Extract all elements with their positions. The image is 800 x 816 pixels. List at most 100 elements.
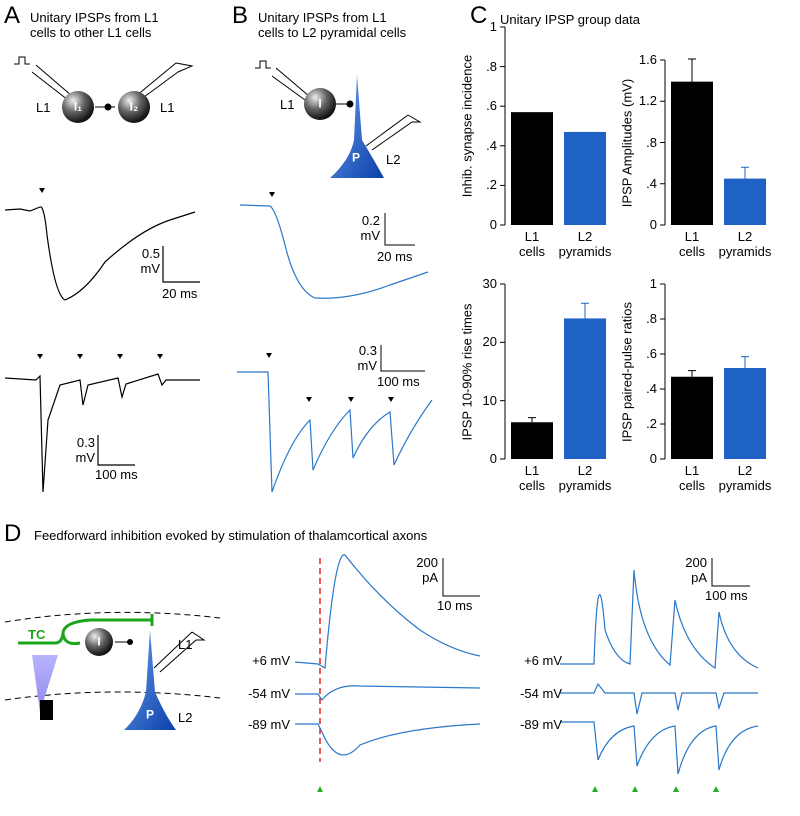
neuron xyxy=(62,91,94,123)
y-tick-label: 0 xyxy=(649,217,657,232)
traces-b xyxy=(237,204,433,493)
scale-label: 20 ms xyxy=(377,249,413,264)
bar xyxy=(671,81,713,225)
scale-label: 200 pA xyxy=(416,555,438,585)
scale-bars xyxy=(380,213,425,372)
y-tick-label: 20 xyxy=(482,334,497,350)
y-tick-label: .4 xyxy=(646,381,657,396)
error-bar xyxy=(741,356,749,368)
y-tick-label: .8 xyxy=(646,134,657,150)
y-tick-label: 0 xyxy=(489,217,497,232)
x-tick-label: L2 pyramids xyxy=(558,463,612,493)
bar xyxy=(724,178,766,225)
y-tick-label: .4 xyxy=(486,137,497,153)
holding-label: +6 mV xyxy=(252,653,290,668)
cell-label: L1 xyxy=(36,100,51,115)
scale-label: 20 ms xyxy=(162,286,198,301)
x-tick-label: L1 cells xyxy=(678,229,706,259)
y-tick-label: 0 xyxy=(649,451,657,466)
x-tick-label: L1 cells xyxy=(518,463,546,493)
error-bar xyxy=(741,166,749,179)
y-axis-label: Inhib. synapse incidence xyxy=(459,54,475,198)
scale-label: 100 ms xyxy=(95,467,138,482)
schematic-a xyxy=(14,56,194,111)
cell-label: P xyxy=(351,150,361,165)
cell-label: I₁ xyxy=(73,99,83,114)
panel-title: Unitary IPSP group data xyxy=(500,12,640,27)
bar xyxy=(564,131,606,225)
scale-label: 10 ms xyxy=(437,598,473,613)
y-tick-label: 0 xyxy=(489,451,497,466)
bar xyxy=(511,422,553,459)
bar xyxy=(511,112,553,225)
x-tick-label: L2 pyramids xyxy=(718,463,772,493)
traces-a xyxy=(4,206,200,493)
scale-label: 0.3 mV xyxy=(357,343,378,373)
error-bar xyxy=(528,417,536,423)
cell-label: I xyxy=(97,634,101,649)
x-tick-label: L1 cells xyxy=(678,463,706,493)
scale-bars xyxy=(442,558,750,597)
cell-label: L2 xyxy=(386,152,401,167)
x-tick-label: L2 pyramids xyxy=(558,229,612,259)
panel-title: Unitary IPSPs from L1 cells to L2 pyrami… xyxy=(258,10,407,40)
y-tick-label: 30 xyxy=(482,276,497,291)
scale-label: 100 ms xyxy=(377,374,420,389)
cell-label: P xyxy=(145,707,155,722)
neuron xyxy=(85,628,113,656)
stim-arrows xyxy=(37,188,394,402)
panel-title: Feedforward inhibition evoked by stimula… xyxy=(34,528,428,543)
traces-d xyxy=(294,554,759,775)
y-axis-label: IPSP Amplitudes (mV) xyxy=(619,78,635,207)
bar xyxy=(564,318,606,459)
pyramid xyxy=(124,630,176,730)
holding-label: +6 mV xyxy=(524,653,562,668)
y-tick-label: 1 xyxy=(489,19,497,34)
stim-markers xyxy=(317,786,719,792)
panel-letter: D xyxy=(4,520,22,547)
y-tick-label: .4 xyxy=(646,175,657,191)
cell-label: L2 xyxy=(178,710,193,725)
y-tick-label: .8 xyxy=(646,311,657,326)
y-tick-label: .6 xyxy=(646,346,657,361)
scale-label: 200 pA xyxy=(685,555,707,585)
y-tick-label: .6 xyxy=(486,98,497,114)
y-tick-label: .8 xyxy=(486,58,497,74)
cell-label: I₂ xyxy=(129,99,139,114)
bar xyxy=(671,376,713,459)
neuron xyxy=(118,91,150,123)
y-axis-label: IPSP paired-pulse ratios xyxy=(619,301,635,442)
error-bar xyxy=(581,302,589,319)
panel-letter: A xyxy=(4,2,21,29)
scale-label: 0.5 mV xyxy=(140,246,161,276)
cell-label: I xyxy=(318,96,322,111)
error-bar xyxy=(688,58,696,82)
schematic-d xyxy=(4,611,221,720)
cell-label: TC xyxy=(28,627,46,642)
y-tick-label: 1.6 xyxy=(638,52,657,67)
scale-label: 0.2 mV xyxy=(360,213,381,243)
scale-label: 100 ms xyxy=(705,588,748,603)
y-tick-label: 10 xyxy=(482,392,497,408)
holding-label: -54 mV xyxy=(248,686,290,701)
cell-label: L1 xyxy=(160,100,175,115)
cell-label: L1 xyxy=(280,97,295,112)
y-tick-label: .2 xyxy=(486,177,497,193)
panel-title: Unitary IPSPs from L1 cells to other L1 … xyxy=(30,10,159,40)
panel-letter: B xyxy=(232,2,249,29)
cell-label: L1 xyxy=(178,637,193,652)
schematic-b xyxy=(255,60,422,151)
neuron xyxy=(304,88,336,120)
x-tick-label: L1 cells xyxy=(518,229,546,259)
panel-letter: C xyxy=(470,2,488,29)
holding-label: -89 mV xyxy=(248,717,290,732)
holding-label: -54 mV xyxy=(520,686,562,701)
y-tick-label: 1 xyxy=(649,276,657,291)
scale-label: 0.3 mV xyxy=(75,435,96,465)
bar xyxy=(724,368,766,459)
error-bar xyxy=(688,370,696,377)
pyramid xyxy=(330,75,384,178)
holding-label: -89 mV xyxy=(520,717,562,732)
